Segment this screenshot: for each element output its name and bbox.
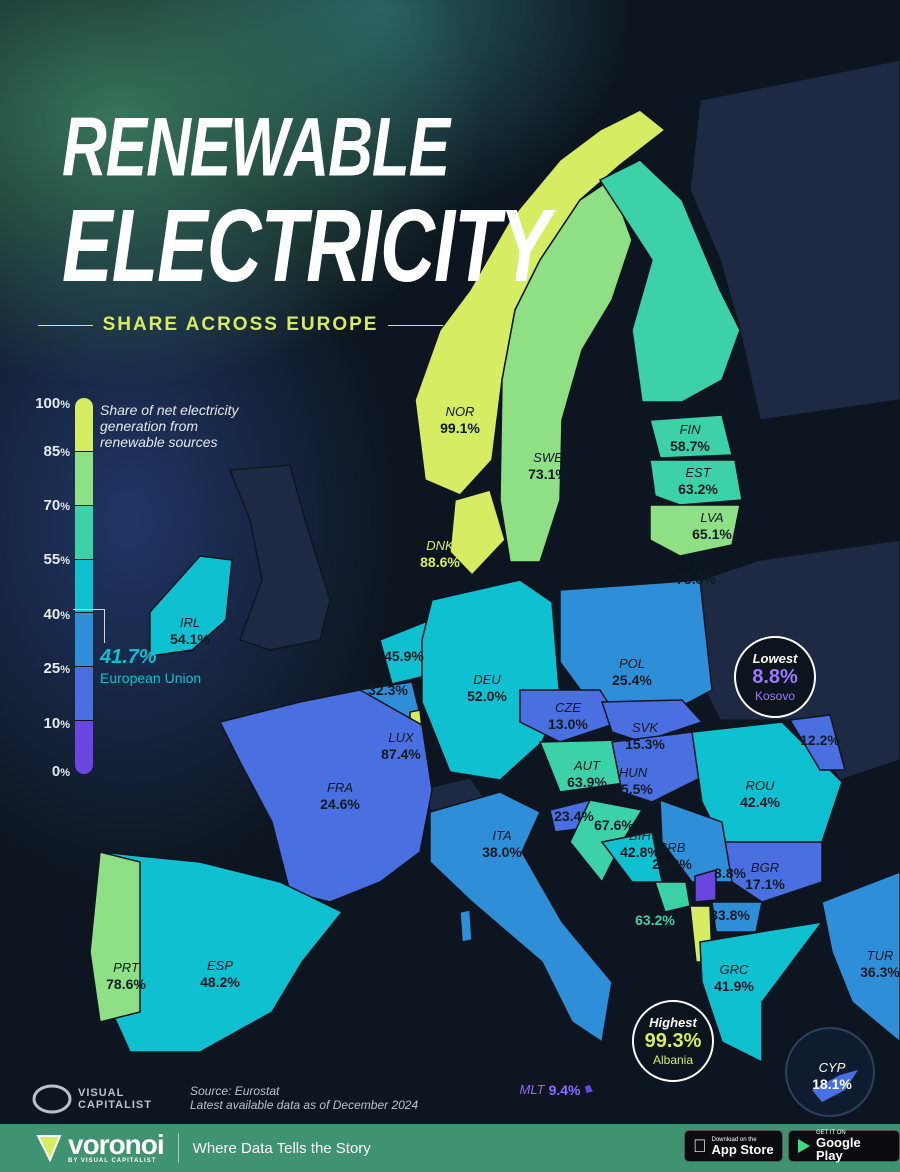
- country-label: SVK 15.3%: [625, 720, 665, 752]
- legend-color-bar: [75, 398, 93, 774]
- land-russia-north: [689, 59, 900, 421]
- country-swe: [499, 178, 633, 563]
- country-label: 23.4%: [554, 808, 594, 824]
- country-label: FIN 58.7%: [670, 422, 710, 454]
- country-label: LVA 65.1%: [692, 510, 732, 542]
- country-label: POL 25.4%: [612, 656, 652, 688]
- country-kos: [694, 869, 717, 903]
- country-label: 32.3%: [368, 682, 408, 698]
- country-label: ITA 38.0%: [482, 828, 522, 860]
- country-label: SRB 27.0%: [652, 840, 692, 872]
- eu-marker-line: [73, 609, 105, 643]
- country-label: LTU 75.8%: [676, 555, 716, 587]
- voronoi-logo[interactable]: voronoi BY VISUAL CAPITALIST: [36, 1131, 165, 1164]
- legend-tick: 40%: [43, 606, 70, 623]
- lowest-callout: Lowest 8.8% Kosovo: [734, 636, 816, 718]
- source-note: Source: Eurostat Latest available data as…: [190, 1084, 419, 1112]
- country-label: HUN 15.5%: [613, 765, 653, 797]
- vc-logo-icon: [32, 1084, 72, 1114]
- country-label: SWE 73.1%: [528, 450, 568, 482]
- country-label: ROU 42.4%: [740, 778, 780, 810]
- legend-description: Share of net electricity generation from…: [100, 402, 239, 450]
- country-label: 45.9%: [384, 648, 424, 664]
- country-irl: [149, 555, 233, 657]
- visual-capitalist-logo: VISUAL CAPITALIST: [32, 1084, 152, 1114]
- country-lva: [649, 459, 743, 506]
- country-label: TUR 36.3%: [860, 948, 900, 980]
- legend-tick: 0%: [51, 763, 70, 780]
- legend-tick: 70%: [43, 497, 70, 514]
- apple-icon: : [693, 1136, 707, 1157]
- country-est: [649, 414, 733, 459]
- country-label: CZE 13.0%: [548, 700, 588, 732]
- country-mlt: [583, 1083, 596, 1095]
- country-grc: [699, 920, 824, 1064]
- country-tur: [821, 871, 900, 1043]
- title-line2: ELECTRICITY: [62, 189, 550, 305]
- legend-tick: 10%: [43, 715, 70, 732]
- country-label: 33.8%: [710, 907, 750, 923]
- country-svk: [600, 699, 704, 743]
- country-deu: [421, 579, 561, 781]
- country-mne: [653, 881, 691, 913]
- country-label: BGR 17.1%: [745, 860, 785, 892]
- country-label: BIH 42.8%: [620, 828, 660, 860]
- country-label: 12.2%: [800, 732, 840, 748]
- country-cyp: [812, 1070, 858, 1102]
- legend-tick: 100%: [35, 395, 70, 412]
- country-label: GRC 41.9%: [714, 962, 754, 994]
- land-uk: [228, 464, 331, 651]
- country-label: FRA 24.6%: [320, 780, 360, 812]
- country-fra: [218, 689, 433, 903]
- country-dnk: [449, 489, 506, 577]
- country-label: LUX 87.4%: [381, 730, 421, 762]
- country-label: AUT 63.9%: [567, 758, 607, 790]
- country-label: ESP 48.2%: [200, 958, 240, 990]
- country-fin: [598, 159, 741, 403]
- country-label: EST 63.2%: [678, 465, 718, 497]
- island-corsica: [459, 909, 473, 943]
- country-nor: [414, 109, 667, 496]
- country-prt: [89, 851, 141, 1023]
- eu-label: European Union: [100, 670, 202, 686]
- country-label: PRT 78.6%: [106, 960, 146, 992]
- title-line1: RENEWABLE: [62, 101, 450, 195]
- highest-callout: Highest 99.3% Albania: [632, 1000, 714, 1082]
- cyprus-inset: [785, 1027, 875, 1117]
- country-hun: [611, 731, 714, 803]
- subtitle: SHARE ACROSS EUROPE: [38, 314, 444, 336]
- legend-tick: 55%: [43, 551, 70, 568]
- country-label: NOR 99.1%: [440, 404, 480, 436]
- country-mda: [788, 714, 846, 771]
- tagline: Where Data Tells the Story: [192, 1139, 371, 1157]
- country-cze: [519, 689, 622, 743]
- country-label: DEU 52.0%: [467, 672, 507, 704]
- google-play-button[interactable]: GET IT ON Google Play: [788, 1130, 900, 1162]
- country-ltu: [649, 504, 741, 557]
- legend-tick: 85%: [43, 443, 70, 460]
- country-label: 67.6%: [594, 817, 634, 833]
- country-label: 8.8%: [714, 865, 746, 881]
- country-label: 63.2%: [635, 912, 675, 928]
- country-label: DNK 88.6%: [420, 538, 460, 570]
- country-label: MLT 9.4%: [519, 1082, 581, 1098]
- google-play-icon: [798, 1139, 810, 1153]
- voronoi-logo-icon: [36, 1135, 62, 1162]
- country-ita: [429, 791, 613, 1044]
- country-label: IRL 54.1%: [170, 615, 210, 647]
- legend-tick: 25%: [43, 660, 70, 677]
- country-label: CYP 18.1%: [812, 1060, 852, 1092]
- eu-value: 41.7%: [100, 646, 157, 668]
